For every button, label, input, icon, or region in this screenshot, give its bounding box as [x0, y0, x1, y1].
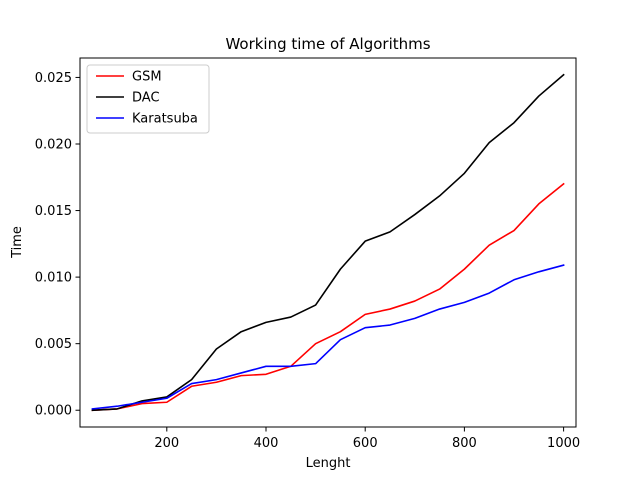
- x-tick-label: 400: [254, 436, 279, 451]
- x-tick-label: 800: [452, 436, 477, 451]
- y-axis-title: Time: [10, 226, 25, 259]
- y-tick-label: 0.015: [35, 204, 72, 219]
- series-line-dac: [91, 73, 565, 412]
- legend-box: [86, 64, 210, 134]
- legend: GSM DAC Karatsuba: [86, 64, 210, 134]
- x-axis: 200 400 600 800 1000: [154, 427, 580, 451]
- legend-label-dac: DAC: [132, 91, 160, 106]
- plot-frame: [79, 57, 577, 428]
- y-axis: 0.000 0.005 0.010 0.015 0.020 0.025: [35, 71, 80, 419]
- legend-label-gsm: GSM: [132, 70, 162, 85]
- series-layer: [91, 73, 565, 412]
- y-tick-label: 0.025: [35, 71, 72, 86]
- x-axis-title: Lenght: [306, 456, 351, 471]
- x-tick-label: 200: [154, 436, 179, 451]
- legend-label-karatsuba: Karatsuba: [132, 112, 198, 127]
- series-line-karatsuba: [91, 264, 565, 410]
- chart-title: Working time of Algorithms: [225, 35, 430, 53]
- y-tick-label: 0.005: [35, 337, 72, 352]
- series-line-gsm: [91, 182, 565, 412]
- x-tick-label: 1000: [547, 436, 580, 451]
- y-tick-label: 0.020: [35, 137, 72, 152]
- y-tick-label: 0.010: [35, 271, 72, 286]
- y-tick-label: 0.000: [35, 404, 72, 419]
- x-tick-label: 600: [353, 436, 378, 451]
